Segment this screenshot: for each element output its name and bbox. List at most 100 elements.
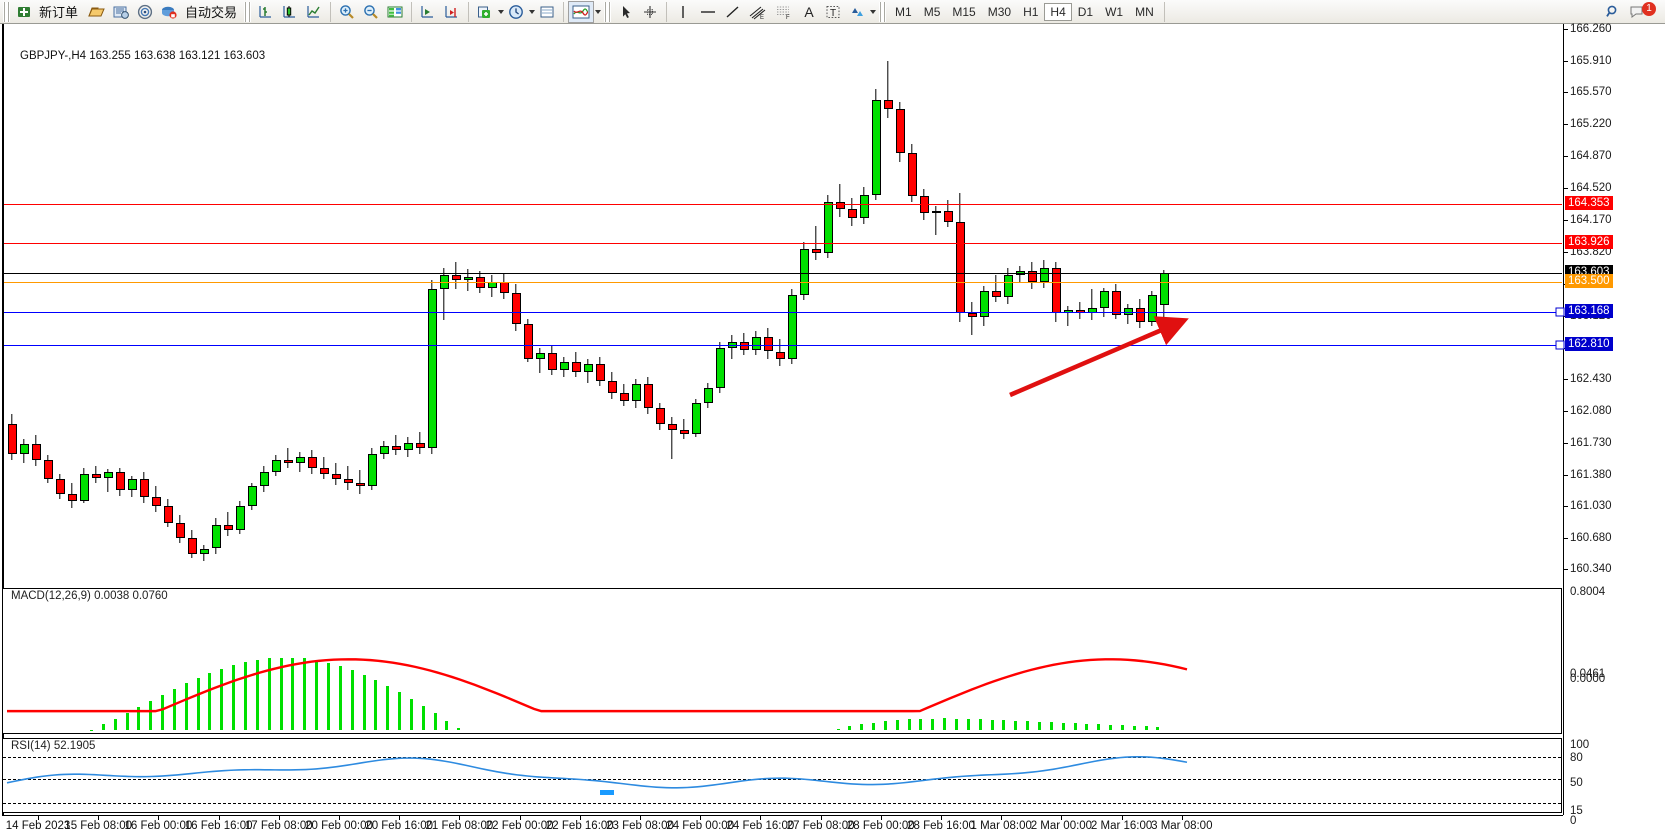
price-tag-resistance[interactable]: 163.926 [1565, 235, 1613, 249]
equidistant-channel-icon[interactable]: E [745, 1, 771, 23]
candle [860, 187, 869, 223]
candle-body [272, 460, 281, 472]
zoom-out-icon[interactable] [359, 1, 383, 23]
candle-body [1112, 291, 1121, 315]
candle-body [452, 275, 461, 280]
cursor-icon[interactable] [614, 1, 638, 23]
shapes-icon[interactable] [845, 1, 869, 23]
chart-area[interactable]: GBPJPY-,H4 163.255 163.638 163.121 163.6… [0, 24, 1665, 839]
price-axis-label: 160.680 [1570, 532, 1612, 544]
price-axis-tick [1564, 188, 1568, 189]
autotrade-label[interactable]: 自动交易 [181, 2, 241, 21]
line-chart-icon[interactable] [302, 1, 326, 23]
candle [212, 518, 221, 554]
news-icon[interactable] [109, 1, 133, 23]
shift-end-icon[interactable] [440, 1, 464, 23]
search-icon[interactable] [1601, 1, 1625, 23]
trendline-icon[interactable] [721, 1, 745, 23]
alert-icon[interactable]: 1 [1625, 1, 1659, 23]
chart-scroll-marker[interactable] [600, 790, 614, 795]
price-level-line-162.810[interactable] [4, 345, 1562, 346]
price-level-line-163.603[interactable] [4, 273, 1562, 274]
timeframe-m15[interactable]: M15 [946, 3, 981, 21]
candle [284, 448, 293, 468]
candle [872, 89, 881, 200]
candle [956, 193, 965, 323]
price-level-line-163.168[interactable] [4, 312, 1562, 313]
chart-title: GBPJPY-,H4 163.255 163.638 163.121 163.6… [20, 50, 265, 62]
price-level-line-164.353[interactable] [4, 204, 1562, 205]
candlestick-chart-icon[interactable] [278, 1, 302, 23]
timeframe-mn[interactable]: MN [1129, 3, 1160, 21]
candle [92, 466, 101, 482]
timeframe-d1[interactable]: D1 [1072, 3, 1099, 21]
new-order-button[interactable]: 新订单 [13, 1, 85, 23]
timeframe-m5[interactable]: M5 [918, 3, 947, 21]
price-tag-current-level[interactable]: 163.500 [1565, 274, 1613, 288]
candle-body [380, 446, 389, 453]
price-tag-support[interactable]: 163.168 [1565, 304, 1613, 318]
candle [512, 284, 521, 331]
candle-body [776, 352, 785, 359]
zoom-in-icon[interactable] [335, 1, 359, 23]
candle-body [824, 202, 833, 253]
shift-start-icon[interactable] [416, 1, 440, 23]
price-level-handle[interactable] [1556, 341, 1565, 350]
chevron-down-icon-4[interactable] [870, 10, 876, 14]
templates-icon[interactable] [535, 1, 559, 23]
text-icon[interactable]: A [797, 1, 821, 23]
toolbar-grip-3[interactable] [604, 2, 611, 22]
price-level-line-163.926[interactable] [4, 243, 1562, 244]
timeframe-h4[interactable]: H4 [1044, 3, 1071, 21]
vline-icon[interactable] [671, 1, 695, 23]
svg-text:E: E [760, 15, 764, 20]
candle-wick [935, 206, 936, 235]
candle [368, 448, 377, 490]
candle [260, 466, 269, 492]
toolbar-grip[interactable] [3, 2, 10, 22]
timeframe-m1[interactable]: M1 [889, 3, 918, 21]
autotrade-icon[interactable] [157, 1, 181, 23]
time-axis-label: 3 Mar 08:00 [1151, 820, 1212, 832]
toolbar-grip-4[interactable] [879, 2, 886, 22]
price-axis-tick [1564, 92, 1568, 93]
macd-axis-label: 0.0000 [1570, 673, 1605, 685]
timeframe-m30[interactable]: M30 [982, 3, 1017, 21]
candle-body [368, 454, 377, 487]
data-window-icon[interactable] [383, 1, 407, 23]
candle-body [116, 472, 125, 490]
candle-wick [287, 448, 288, 468]
folder-icon[interactable] [85, 1, 109, 23]
hline-icon[interactable] [695, 1, 721, 23]
fibo-icon[interactable]: F [771, 1, 797, 23]
price-level-line-163.500[interactable] [4, 282, 1562, 283]
candle-body [1124, 308, 1133, 315]
signal-icon[interactable] [133, 1, 157, 23]
candle [632, 379, 641, 408]
price-tag-resistance[interactable]: 164.353 [1565, 196, 1613, 210]
chevron-down-icon-3[interactable] [595, 10, 601, 14]
crosshair-icon[interactable] [638, 1, 662, 23]
candle [728, 335, 737, 359]
price-pane[interactable] [2, 25, 1562, 585]
timeframe-w1[interactable]: W1 [1099, 3, 1129, 21]
candle-body [632, 384, 641, 400]
candle [296, 452, 305, 472]
timeframe-h1[interactable]: H1 [1017, 3, 1044, 21]
price-axis-tick [1564, 29, 1568, 30]
price-tag-support[interactable]: 162.810 [1565, 337, 1613, 351]
rsi-pane[interactable]: RSI(14) 52.1905 [2, 738, 1562, 813]
candle-body [560, 362, 569, 369]
candle-body [716, 348, 725, 388]
toolbar-grip-2[interactable] [244, 2, 251, 22]
price-axis-tick [1564, 379, 1568, 380]
period-icon[interactable] [504, 1, 528, 23]
add-indicator-icon[interactable] [473, 1, 497, 23]
macd-pane[interactable]: MACD(12,26,9) 0.0038 0.0760 [2, 588, 1562, 734]
price-level-handle[interactable] [1556, 308, 1565, 317]
chart-style-icon[interactable] [568, 1, 594, 23]
bar-chart-icon[interactable] [254, 1, 278, 23]
label-icon[interactable]: T [821, 1, 845, 23]
